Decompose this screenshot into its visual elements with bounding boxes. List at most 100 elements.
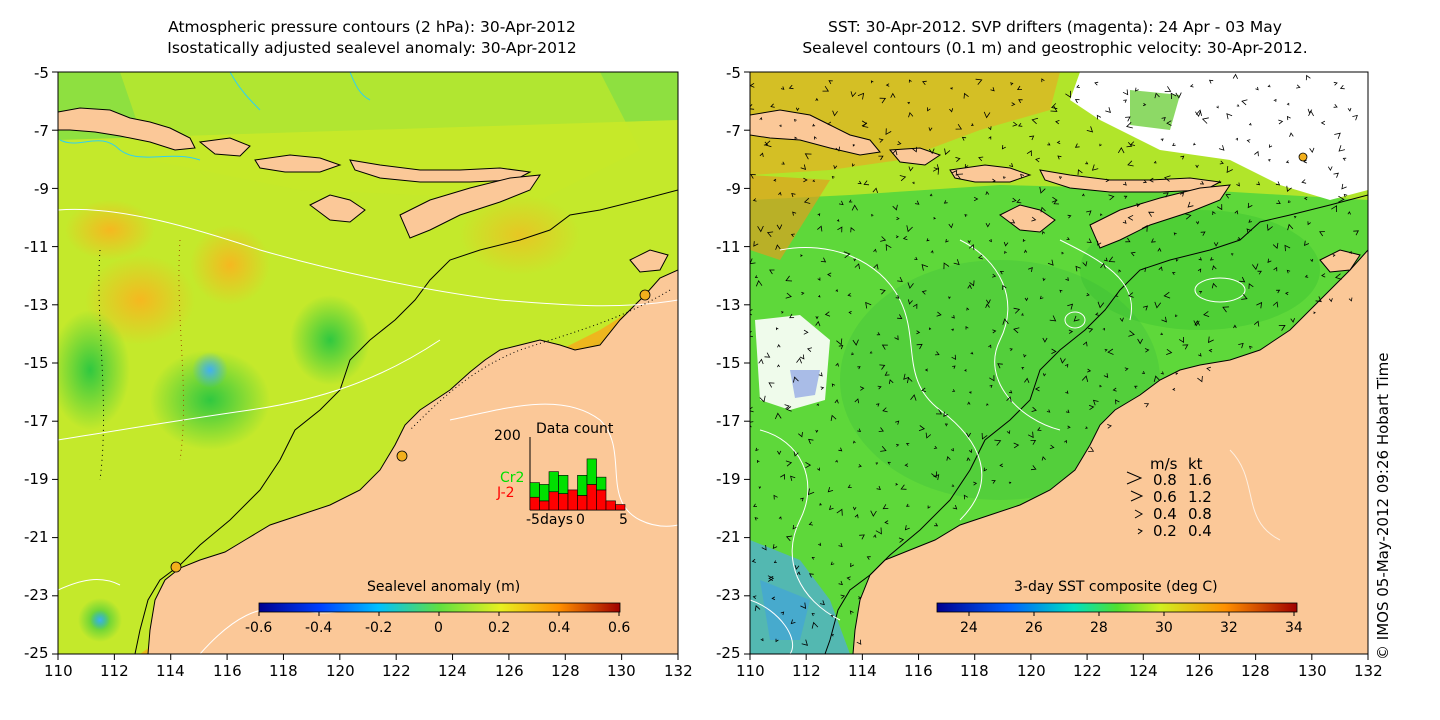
velocity-arrow bbox=[1334, 132, 1341, 140]
velocity-arrow bbox=[866, 556, 871, 560]
velocity-arrow bbox=[1039, 186, 1046, 194]
velocity-arrow bbox=[1348, 297, 1353, 302]
velocity-arrow bbox=[1175, 314, 1178, 318]
velocity-arrow bbox=[1225, 194, 1231, 199]
velocity-arrow bbox=[1286, 185, 1292, 192]
velocity-arrow bbox=[1171, 272, 1176, 275]
velocity-arrow bbox=[801, 639, 808, 646]
velocity-arrow bbox=[1308, 110, 1314, 117]
velocity-arrow bbox=[820, 386, 825, 390]
velocity-arrow bbox=[885, 243, 892, 251]
velocity-arrow bbox=[835, 146, 840, 152]
velocity-arrow bbox=[1338, 145, 1346, 152]
velocity-arrow bbox=[1194, 320, 1200, 326]
velocity-arrows bbox=[750, 73, 1359, 646]
velocity-arrow bbox=[932, 167, 940, 175]
velocity-arrow bbox=[784, 404, 790, 410]
velocity-arrow bbox=[1212, 211, 1216, 216]
velocity-arrow bbox=[837, 226, 843, 233]
velocity-arrow bbox=[861, 120, 868, 127]
velocity-arrow bbox=[1134, 87, 1139, 92]
velocity-arrow bbox=[985, 299, 991, 305]
velocity-arrow bbox=[1339, 85, 1345, 90]
velocity-arrow bbox=[1289, 132, 1294, 137]
right-x-tick: 130 bbox=[1298, 662, 1327, 680]
velocity-arrow bbox=[1055, 120, 1060, 125]
left-y-tick: -11 bbox=[24, 238, 49, 256]
right-y-tick: -11 bbox=[716, 238, 741, 256]
velocity-arrow bbox=[789, 313, 795, 319]
velocity-arrow bbox=[953, 259, 960, 266]
velocity-arrow bbox=[970, 351, 974, 355]
left-x-tick: 110 bbox=[44, 662, 73, 680]
velocity-arrow bbox=[1065, 409, 1070, 414]
velocity-arrow bbox=[1241, 99, 1248, 106]
velocity-arrow bbox=[755, 279, 763, 287]
right-y-tick: -7 bbox=[726, 122, 741, 140]
velocity-arrow bbox=[815, 316, 819, 320]
velocity-arrow bbox=[1198, 257, 1202, 261]
velocity-arrow bbox=[1118, 269, 1122, 273]
velocity-arrow bbox=[1303, 159, 1308, 164]
velocity-arrow bbox=[811, 612, 815, 617]
velocity-arrow bbox=[1013, 442, 1020, 449]
inset-bar-cr2 bbox=[558, 475, 569, 494]
right-title-line2: Sealevel contours (0.1 m) and geostrophi… bbox=[802, 39, 1308, 57]
velocity-arrow bbox=[1216, 204, 1223, 211]
velocity-arrow bbox=[1327, 166, 1333, 172]
left-x-tick: 128 bbox=[551, 662, 580, 680]
velocity-arrow bbox=[1246, 228, 1252, 234]
velocity-arrow bbox=[1309, 147, 1315, 154]
velocity-arrow bbox=[1056, 140, 1061, 145]
velocity-arrow bbox=[1164, 86, 1172, 92]
velocity-arrow bbox=[833, 165, 838, 170]
velocity-arrow bbox=[769, 269, 775, 275]
velocity-arrow bbox=[882, 504, 889, 510]
velocity-arrow bbox=[967, 401, 971, 405]
velocity-arrow bbox=[907, 299, 913, 305]
velocity-arrow bbox=[1268, 144, 1273, 148]
velocity-arrow bbox=[991, 178, 996, 183]
velocity-arrow bbox=[907, 282, 914, 289]
velocity-arrow bbox=[1130, 251, 1136, 257]
velocity-arrow bbox=[1108, 194, 1115, 201]
velocity-arrow bbox=[811, 621, 819, 629]
velocity-arrow bbox=[905, 503, 910, 507]
right-y-tick: -21 bbox=[716, 528, 741, 546]
velocity-arrow bbox=[1099, 143, 1102, 147]
velocity-arrow bbox=[1107, 424, 1112, 429]
velocity-arrow bbox=[903, 373, 910, 380]
velocity-arrow bbox=[1163, 192, 1169, 198]
inset-bar-j2 bbox=[548, 491, 559, 511]
velocity-arrow bbox=[934, 522, 939, 527]
velocity-arrow bbox=[1137, 338, 1143, 345]
velocity-arrow bbox=[902, 235, 908, 241]
velocity-arrow bbox=[1307, 221, 1311, 226]
velocity-arrow bbox=[1236, 104, 1240, 107]
velocity-arrow bbox=[1035, 157, 1040, 163]
velocity-arrow bbox=[796, 357, 802, 364]
velocity-arrow bbox=[963, 92, 969, 99]
velocity-arrow bbox=[1125, 122, 1133, 129]
left-y-tick: -23 bbox=[24, 586, 49, 604]
velocity-arrow bbox=[991, 480, 996, 484]
velocity-arrow bbox=[793, 376, 799, 383]
inset-bar-j2 bbox=[539, 500, 550, 511]
left-x-tick: 130 bbox=[607, 662, 636, 680]
velocity-arrow bbox=[988, 126, 992, 131]
velocity-arrow bbox=[1219, 160, 1224, 165]
velocity-arrow bbox=[1153, 160, 1157, 164]
velocity-arrow bbox=[1047, 142, 1051, 146]
velocity-arrow bbox=[1057, 155, 1062, 160]
velocity-arrow bbox=[1353, 230, 1359, 236]
velocity-arrow bbox=[955, 157, 961, 162]
velocity-arrow bbox=[835, 459, 838, 463]
velocity-arrow bbox=[1067, 425, 1071, 429]
velocity-arrow bbox=[990, 87, 995, 92]
left-title-line1: Atmospheric pressure contours (2 hPa): 3… bbox=[168, 18, 576, 36]
inset-bar-j2 bbox=[586, 484, 597, 511]
velocity-arrow bbox=[992, 273, 997, 278]
velocity-arrow bbox=[1290, 318, 1295, 323]
velocity-legend-kt: 1.2 bbox=[1188, 488, 1212, 506]
velocity-arrow bbox=[1222, 306, 1230, 313]
